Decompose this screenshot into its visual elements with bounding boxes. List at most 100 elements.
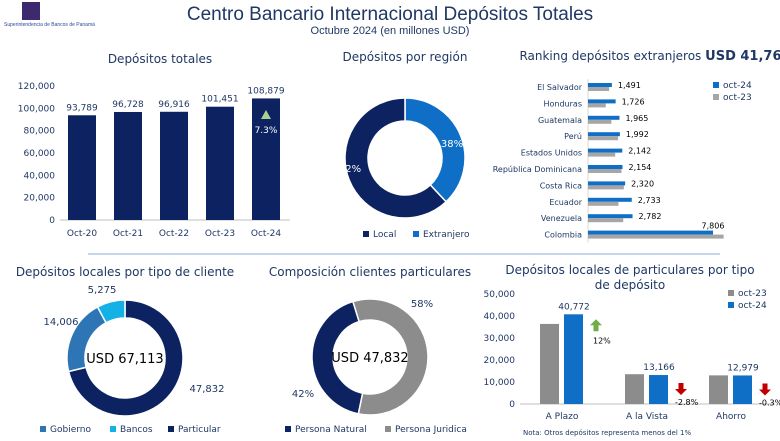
data-label: 2,320 <box>631 179 654 188</box>
legend-label: Gobierno <box>50 425 91 435</box>
x-tick-label: Oct-20 <box>67 229 98 239</box>
category-label: Venezuela <box>541 214 582 223</box>
ranking-title-text: Ranking depósitos extranjeros <box>519 49 702 63</box>
y-tick-label: 10,000 <box>484 378 516 388</box>
bar-Oct-23 <box>206 106 234 220</box>
legend-label: Particular <box>178 425 221 435</box>
slice-label: 42% <box>292 389 314 400</box>
chart-title-ranking: Ranking depósitos extranjeros USD 41,766 <box>519 49 780 64</box>
center-label: USD 67,113 <box>86 352 163 367</box>
bar-oct-24 <box>588 230 713 235</box>
arrow-up-icon <box>590 319 602 332</box>
change-label: 12% <box>593 336 611 345</box>
category-label: Estados Unidos <box>521 149 582 158</box>
bar-oct-23 <box>588 87 610 91</box>
bar-Oct-20 <box>68 115 96 220</box>
data-label: 1,992 <box>626 130 649 139</box>
y-tick-label: 20,000 <box>484 356 516 366</box>
y-tick-label: 40,000 <box>24 171 56 181</box>
slice-persona-juridica <box>351 298 429 416</box>
page-subtitle: Octubre 2024 (en millones USD) <box>310 25 470 37</box>
data-label: 101,451 <box>201 95 238 105</box>
chart-title-totales: Depósitos totales <box>107 52 213 66</box>
legend-swatch <box>413 231 419 237</box>
logo: Superintendencia de Bancos de Panamá <box>4 2 95 36</box>
data-label: 1,491 <box>618 81 641 90</box>
bar-oct-24 <box>588 83 612 87</box>
ranking-total: USD 41,766 <box>705 49 780 64</box>
bar-oct-23 <box>540 323 559 404</box>
bar-oct-23 <box>588 201 619 206</box>
y-tick-label: 60,000 <box>24 149 56 159</box>
triangle-up-icon <box>261 110 271 119</box>
category-label: República Dominicana <box>493 165 582 174</box>
bar-oct-24 <box>564 314 583 404</box>
legend-swatch <box>168 426 174 432</box>
category-label: Colombia <box>544 231 582 240</box>
bar-oct-24 <box>588 197 632 202</box>
legend-label: oct-23 <box>723 93 752 103</box>
bar-oct-24 <box>588 99 616 104</box>
x-tick-label: Ahorro <box>716 412 746 422</box>
growth-label: 7.3% <box>255 126 278 136</box>
data-label: 1,965 <box>625 114 648 123</box>
bar-oct-23 <box>588 119 612 124</box>
bar-oct-23 <box>625 374 644 404</box>
x-tick-label: Oct-23 <box>205 229 235 239</box>
category-label: Honduras <box>544 99 583 108</box>
bar-oct-23 <box>588 185 624 190</box>
legend-label: Local <box>373 230 396 240</box>
data-label: 96,728 <box>112 100 144 110</box>
slice-persona-natural <box>311 300 364 415</box>
y-tick-label: 30,000 <box>484 334 516 344</box>
bar-oct-24 <box>588 148 623 153</box>
category-label: Ecuador <box>549 198 582 207</box>
bar-Oct-21 <box>114 111 142 220</box>
legend-label: Persona Juridica <box>395 425 467 435</box>
slice-label: 62% <box>339 164 361 175</box>
data-label: 1,726 <box>622 97 645 106</box>
legend-swatch <box>713 94 719 100</box>
slice-bancos <box>96 299 126 324</box>
page-title: Centro Bancario Internacional Depósitos … <box>186 4 594 25</box>
legend-swatch <box>385 426 391 432</box>
legend-swatch <box>363 231 369 237</box>
slice-label: 5,275 <box>88 285 117 296</box>
slice-label: 47,832 <box>190 384 225 395</box>
bar-oct-23 <box>588 218 624 223</box>
x-tick-label: Oct-22 <box>159 229 189 239</box>
data-label: 13,166 <box>643 363 675 373</box>
category-label: Costa Rica <box>540 181 582 190</box>
slice-particular <box>67 299 184 417</box>
bar-oct-24 <box>649 375 668 404</box>
legend-label: oct-24 <box>738 301 767 311</box>
change-label: -2.8% <box>675 398 699 407</box>
arrow-down-icon <box>759 383 771 396</box>
y-tick-label: 40,000 <box>484 312 516 322</box>
bar-oct-23 <box>588 103 606 108</box>
slice-extranjero <box>404 97 466 203</box>
bar-oct-24 <box>588 115 620 120</box>
legend-swatch <box>713 82 719 88</box>
bar-oct-23 <box>588 152 616 157</box>
data-label: 7,806 <box>702 222 725 231</box>
legend-label: oct-23 <box>738 289 767 299</box>
center-label: USD 47,832 <box>331 351 408 366</box>
data-label: 2,733 <box>638 196 661 205</box>
x-tick-label: A Plazo <box>546 412 579 422</box>
bar-oct-23 <box>588 234 724 239</box>
bar-oct-23 <box>588 136 619 141</box>
legend-swatch <box>285 426 291 432</box>
slice-label: 38% <box>441 139 463 150</box>
logo-caption: Superintendencia de Bancos de Panamá <box>4 22 95 28</box>
data-label: 96,916 <box>158 100 190 110</box>
y-tick-label: 0 <box>509 400 515 410</box>
chart-title-particulares: Composición clientes particulares <box>268 265 472 279</box>
legend-label: Extranjero <box>423 230 470 240</box>
y-tick-label: 20,000 <box>24 194 56 204</box>
bar-oct-23 <box>588 169 622 173</box>
y-tick-label: 50,000 <box>484 290 516 300</box>
slice-label: 58% <box>411 299 433 310</box>
footnote: Nota: Otros depósitos representa menos d… <box>523 429 692 437</box>
chart-title-region: Depósitos por región <box>342 50 468 64</box>
